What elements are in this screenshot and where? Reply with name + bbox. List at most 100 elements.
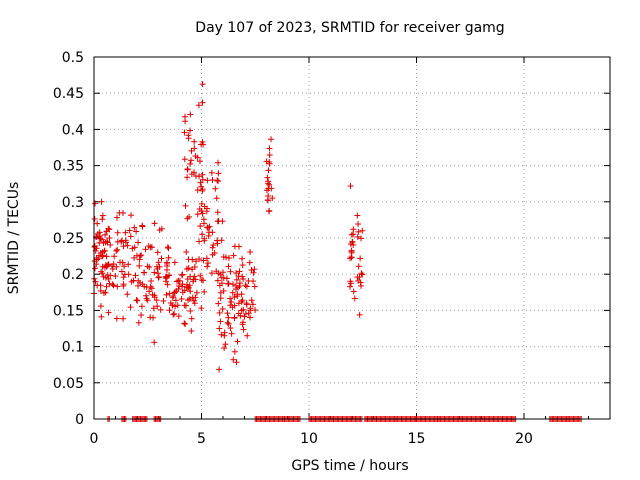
axis-ticks <box>93 56 610 420</box>
data-point <box>110 282 117 289</box>
data-point <box>216 309 223 316</box>
data-point <box>112 273 119 280</box>
data-point <box>243 283 250 290</box>
data-point <box>160 297 167 304</box>
data-point <box>198 141 205 148</box>
data-point <box>198 200 205 207</box>
data-series-srmtid <box>91 81 585 422</box>
data-point <box>218 237 225 244</box>
data-point <box>105 275 112 282</box>
data-point <box>187 160 194 167</box>
data-point <box>228 330 235 337</box>
data-point <box>208 270 215 277</box>
data-point <box>358 270 365 277</box>
data-point <box>102 231 109 238</box>
data-point <box>138 252 145 259</box>
data-point <box>200 257 207 264</box>
data-point <box>171 289 178 296</box>
data-point <box>126 227 133 234</box>
data-point <box>187 288 194 295</box>
data-point <box>205 224 212 231</box>
data-point <box>196 256 203 263</box>
data-point <box>233 359 240 366</box>
data-point <box>120 274 127 281</box>
data-point <box>151 339 158 346</box>
data-point <box>92 265 99 272</box>
data-point <box>240 326 247 333</box>
data-point <box>263 158 270 165</box>
data-point <box>178 272 185 279</box>
data-point <box>99 216 106 223</box>
data-point <box>241 313 248 320</box>
chart-title: Day 107 of 2023, SRMTID for receiver gam… <box>195 20 504 36</box>
data-point <box>182 118 189 125</box>
data-point <box>185 297 192 304</box>
data-point <box>247 305 254 312</box>
data-point <box>101 264 108 271</box>
data-point <box>165 245 172 252</box>
data-point <box>219 305 226 312</box>
data-point <box>266 181 273 188</box>
x-tick-label: 10 <box>300 431 318 447</box>
data-point <box>359 227 366 234</box>
data-point <box>214 177 221 184</box>
data-point <box>244 332 251 339</box>
data-point <box>201 288 208 295</box>
data-point <box>208 169 215 176</box>
data-point <box>348 231 355 238</box>
data-point <box>215 178 222 185</box>
data-point <box>174 302 181 309</box>
data-point <box>248 297 255 304</box>
x-tick-label: 20 <box>515 431 533 447</box>
data-point <box>231 294 238 301</box>
data-point <box>359 271 366 278</box>
data-point <box>186 213 193 220</box>
data-point <box>158 225 165 232</box>
data-point <box>182 321 189 328</box>
data-point <box>204 177 211 184</box>
data-point <box>95 255 102 262</box>
data-point <box>232 286 239 293</box>
data-point <box>243 300 250 307</box>
data-point <box>350 226 357 233</box>
data-point <box>199 231 206 238</box>
data-point <box>215 159 222 166</box>
data-point <box>251 283 258 290</box>
data-point <box>233 269 240 276</box>
data-point <box>120 281 127 288</box>
data-point <box>199 210 206 217</box>
data-point <box>228 298 235 305</box>
data-point <box>183 281 190 288</box>
data-point <box>150 305 157 312</box>
data-point <box>234 338 241 345</box>
data-point <box>175 277 182 284</box>
data-point <box>217 295 224 302</box>
data-point <box>350 241 357 248</box>
data-point <box>354 212 361 219</box>
data-point <box>113 263 120 270</box>
data-point <box>268 136 275 143</box>
data-point <box>176 282 183 289</box>
data-point <box>192 258 199 265</box>
data-point <box>139 223 146 230</box>
data-point <box>188 147 195 154</box>
data-point <box>246 259 253 266</box>
data-point <box>179 283 186 290</box>
data-point <box>164 273 171 280</box>
data-point <box>155 259 162 266</box>
data-point <box>195 102 202 109</box>
x-tick-label: 15 <box>408 431 426 447</box>
data-point <box>204 205 211 212</box>
data-point <box>170 311 177 318</box>
data-point <box>220 253 227 260</box>
data-point <box>264 196 271 203</box>
data-point <box>145 243 152 250</box>
data-point <box>357 255 364 262</box>
data-point <box>204 263 211 270</box>
data-point <box>111 253 118 260</box>
data-point <box>157 306 164 313</box>
data-point <box>233 276 240 283</box>
data-point <box>93 233 100 240</box>
data-point <box>219 269 226 276</box>
data-point <box>238 291 245 298</box>
